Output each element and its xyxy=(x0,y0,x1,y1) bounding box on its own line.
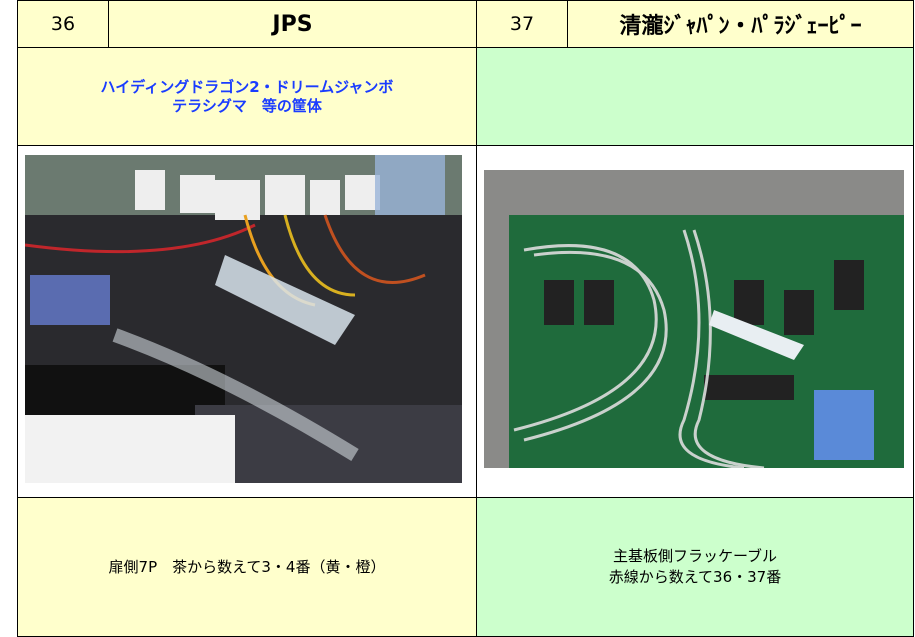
name: 清瀧ｼﾞｬﾊﾟﾝ・ﾊﾟﾗｼﾞｪｰﾋﾟｰ xyxy=(619,14,862,39)
text-line: 扉側7P 茶から数えて3・4番（黄・橙） xyxy=(108,557,386,576)
number: 37 xyxy=(509,13,535,35)
number: 36 xyxy=(50,13,76,35)
subtitle-cell xyxy=(476,47,914,146)
number-cell: 37 xyxy=(476,0,568,48)
photo xyxy=(25,155,462,483)
caption-cell: 主基板側フラッケーブル 赤線から数えて36・37番 xyxy=(476,497,914,637)
text-line: 赤線から数えて36・37番 xyxy=(608,568,782,586)
name: JPS xyxy=(272,11,313,37)
text-line: テラシグマ 等の筐体 xyxy=(172,96,322,115)
caption-cell: 扉側7P 茶から数えて3・4番（黄・橙） xyxy=(17,497,477,637)
subtitle-cell: ハイディングドラゴン2・ドリームジャンボ テラシグマ 等の筐体 xyxy=(17,47,477,146)
text-line: 主基板側フラッケーブル xyxy=(612,547,778,565)
text-line: ハイディングドラゴン2・ドリームジャンボ xyxy=(100,77,394,96)
number-cell: 36 xyxy=(17,0,109,48)
name-cell: JPS xyxy=(108,0,477,48)
name-cell: 清瀧ｼﾞｬﾊﾟﾝ・ﾊﾟﾗｼﾞｪｰﾋﾟｰ xyxy=(567,0,914,48)
photo xyxy=(484,170,904,468)
